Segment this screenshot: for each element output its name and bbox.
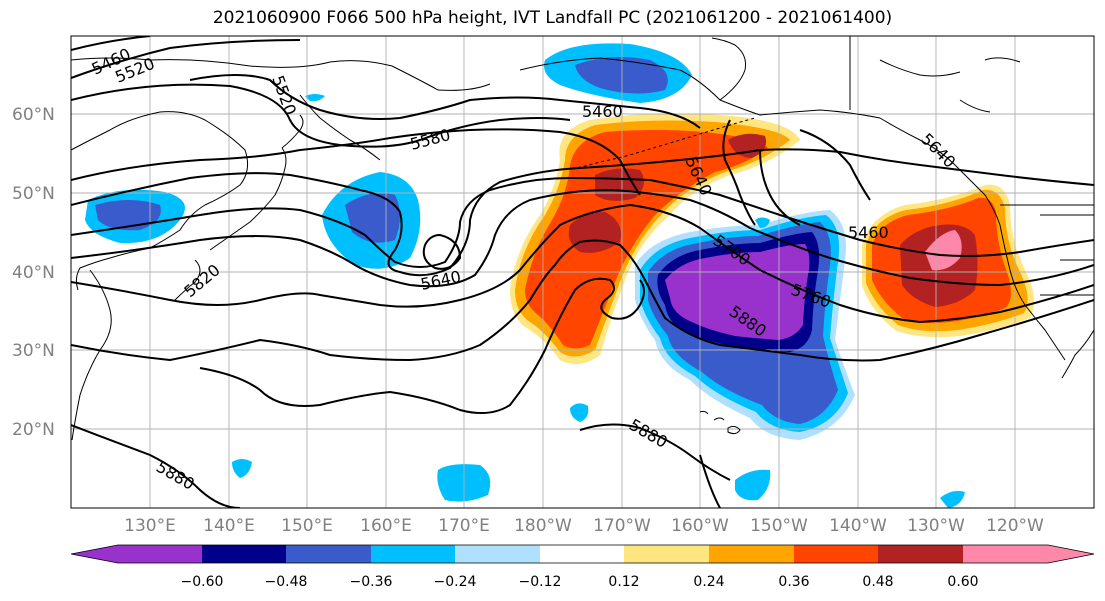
lat-label-30n: 30°N: [12, 341, 55, 361]
latitude-labels: 60°N 50°N 40°N 30°N 20°N: [12, 105, 55, 440]
colorbar-tick-label: 0.12: [608, 574, 639, 590]
lon-label: 150°W: [750, 516, 808, 536]
colorbar-swatch: [71, 545, 118, 563]
colorbar-tick-labels: −0.60 −0.48 −0.36 −0.24 −0.12 0.12 0.24 …: [181, 574, 979, 590]
lon-label: 170°W: [593, 516, 651, 536]
lon-label: 130°W: [907, 516, 965, 536]
colorbar-swatches: [70, 544, 1095, 564]
colorbar-swatch: [371, 545, 455, 563]
colorbar-swatch: [118, 545, 202, 563]
lon-label: 160°W: [671, 516, 729, 536]
longitude-labels: 130°E 140°E 150°E 160°E 170°E 180°W 170°…: [124, 516, 1044, 536]
map-frame: [70, 35, 1095, 509]
colorbar: −0.60 −0.48 −0.36 −0.24 −0.12 0.12 0.24 …: [70, 544, 1095, 590]
lon-label: 170°E: [438, 516, 490, 536]
colorbar-swatch: [709, 545, 794, 563]
colorbar-swatch: [963, 545, 1048, 563]
colorbar-tick-label: −0.12: [519, 574, 562, 590]
colorbar-swatch: [202, 545, 286, 563]
colorbar-swatch: [455, 545, 540, 563]
shading-positive-west-coast: [862, 184, 1034, 338]
colorbar-tick-label: −0.24: [434, 574, 477, 590]
colorbar-tick-label: 0.36: [778, 574, 809, 590]
colorbar-tick-label: 0.60: [947, 574, 978, 590]
lat-label-60n: 60°N: [12, 105, 55, 125]
map-title: 2021060900 F066 500 hPa height, IVT Land…: [212, 8, 893, 28]
lon-label: 140°E: [203, 516, 255, 536]
colorbar-tick-label: −0.60: [181, 574, 224, 590]
colorbar-swatch: [794, 545, 878, 563]
contour-label: 5460: [582, 102, 623, 121]
shading-negative-kamchatka: [544, 43, 692, 103]
lon-label: 120°W: [986, 516, 1044, 536]
lat-label-20n: 20°N: [12, 420, 55, 440]
lat-label-50n: 50°N: [12, 184, 55, 204]
colorbar-tick-label: 0.48: [862, 574, 893, 590]
colorbar-swatch: [286, 545, 371, 563]
colorbar-swatch: [540, 545, 624, 563]
colorbar-swatch: [1048, 545, 1094, 563]
lon-label: 140°W: [829, 516, 887, 536]
colorbar-tick-label: −0.36: [350, 574, 393, 590]
colorbar-swatch: [624, 545, 709, 563]
lat-label-40n: 40°N: [12, 263, 55, 283]
colorbar-tick-label: 0.24: [693, 574, 724, 590]
height-contours: [71, 36, 1094, 508]
lon-label: 180°W: [514, 516, 572, 536]
contour-label: 5460: [848, 223, 889, 242]
colorbar-outline: [70, 544, 1095, 564]
lon-label: 130°E: [124, 516, 176, 536]
lon-label: 160°E: [360, 516, 412, 536]
lon-label: 150°E: [281, 516, 333, 536]
colorbar-tick-label: −0.48: [265, 574, 308, 590]
colorbar-swatch: [878, 545, 963, 563]
